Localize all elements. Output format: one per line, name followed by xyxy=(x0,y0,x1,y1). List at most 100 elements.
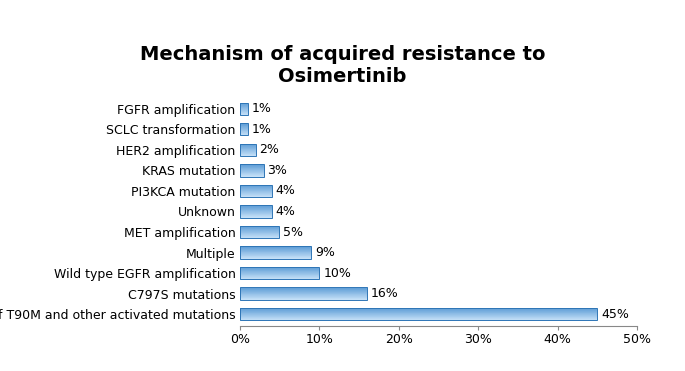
Bar xyxy=(240,256,311,257)
Bar xyxy=(240,269,319,270)
Bar xyxy=(240,248,311,249)
Bar xyxy=(240,232,279,233)
Bar xyxy=(240,113,248,114)
Bar xyxy=(240,299,367,300)
Bar xyxy=(240,234,279,235)
Bar xyxy=(240,271,319,272)
Bar xyxy=(240,316,597,317)
Bar xyxy=(240,313,597,314)
Bar xyxy=(240,292,367,293)
Bar xyxy=(240,191,271,192)
Bar xyxy=(240,288,367,289)
Bar xyxy=(240,123,248,135)
Bar xyxy=(240,206,271,207)
Bar xyxy=(240,291,367,292)
Bar xyxy=(240,290,367,291)
Bar xyxy=(240,167,264,168)
Bar xyxy=(240,176,264,177)
Bar xyxy=(240,131,248,132)
Bar xyxy=(240,195,271,196)
Bar xyxy=(240,132,248,133)
Bar xyxy=(240,247,311,248)
Bar xyxy=(240,267,319,268)
Bar xyxy=(240,297,367,298)
Bar xyxy=(240,254,311,255)
Bar xyxy=(240,130,248,131)
Text: 1%: 1% xyxy=(251,102,271,115)
Bar xyxy=(240,309,597,310)
Text: 2%: 2% xyxy=(260,143,279,156)
Bar xyxy=(240,311,597,312)
Bar xyxy=(240,216,271,217)
Bar xyxy=(240,106,248,107)
Bar xyxy=(240,165,264,166)
Bar xyxy=(240,211,271,212)
Bar xyxy=(240,170,264,171)
Bar xyxy=(240,107,248,108)
Bar xyxy=(240,174,264,175)
Bar xyxy=(240,173,264,174)
Bar xyxy=(240,273,319,274)
Bar xyxy=(240,294,367,295)
Bar xyxy=(240,172,264,173)
Bar xyxy=(240,135,248,136)
Bar xyxy=(240,319,597,320)
Bar xyxy=(240,213,271,214)
Bar xyxy=(240,276,319,277)
Bar xyxy=(240,309,597,310)
Bar xyxy=(240,318,597,319)
Bar xyxy=(240,114,248,115)
Bar xyxy=(240,145,256,146)
Bar xyxy=(240,146,256,147)
Bar xyxy=(240,153,256,154)
Bar xyxy=(240,155,256,156)
Bar xyxy=(240,104,248,105)
Bar xyxy=(240,295,367,296)
Bar xyxy=(240,320,597,321)
Bar xyxy=(240,310,597,311)
Bar xyxy=(240,126,248,127)
Bar xyxy=(240,164,264,165)
Bar xyxy=(240,299,367,300)
Bar xyxy=(240,288,367,289)
Bar xyxy=(240,109,248,110)
Bar xyxy=(240,112,248,113)
Bar xyxy=(240,193,271,194)
Text: 9%: 9% xyxy=(315,246,335,259)
Bar xyxy=(240,312,597,313)
Bar xyxy=(240,128,248,129)
Bar xyxy=(240,252,311,253)
Bar xyxy=(240,185,271,197)
Bar xyxy=(240,166,264,167)
Bar xyxy=(240,215,271,216)
Bar xyxy=(240,208,271,209)
Bar xyxy=(240,103,248,104)
Bar xyxy=(240,293,367,294)
Bar xyxy=(240,186,271,187)
Bar xyxy=(240,229,279,230)
Bar xyxy=(240,151,256,152)
Bar xyxy=(240,268,319,269)
Bar xyxy=(240,238,279,239)
Bar xyxy=(240,192,271,193)
Bar xyxy=(240,149,256,150)
Bar xyxy=(240,258,311,259)
Bar xyxy=(240,207,271,208)
Bar xyxy=(240,188,271,189)
Bar xyxy=(240,272,319,273)
Bar xyxy=(240,253,311,254)
Bar xyxy=(240,255,311,256)
Bar xyxy=(240,175,264,176)
Bar xyxy=(240,114,248,115)
Text: 4%: 4% xyxy=(275,205,295,218)
Bar xyxy=(240,144,256,145)
Bar xyxy=(240,214,271,215)
Text: 45%: 45% xyxy=(601,308,629,321)
Bar xyxy=(240,133,248,134)
Bar xyxy=(240,167,264,168)
Bar xyxy=(240,237,279,238)
Bar xyxy=(240,155,256,156)
Bar xyxy=(240,226,279,238)
Bar xyxy=(240,314,597,315)
Text: 10%: 10% xyxy=(323,267,351,280)
